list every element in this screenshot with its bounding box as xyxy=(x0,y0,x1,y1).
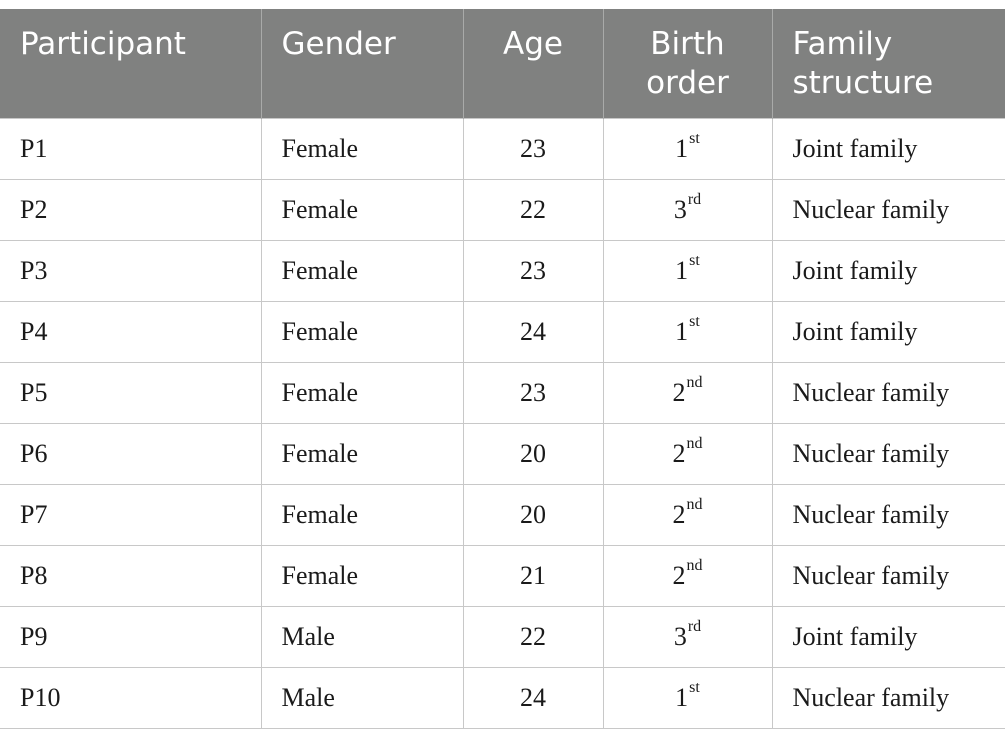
cell-birth-order: 2nd xyxy=(602,361,772,423)
cell-participant: P4 xyxy=(0,300,261,362)
cell-birth-order: 1st xyxy=(602,239,772,301)
header-family-structure-line2: structure xyxy=(792,65,934,101)
header-gender: Gender xyxy=(260,9,463,118)
table-row: P4 Female 24 1st Joint family xyxy=(0,300,1005,362)
participant-table-container: Participant Gender Age Birth order Famil… xyxy=(0,9,1005,729)
birth-order-suffix: st xyxy=(689,251,700,269)
cell-birth-order: 1st xyxy=(602,117,772,179)
table-row: P7 Female 20 2nd Nuclear family xyxy=(0,483,1005,545)
header-age: Age xyxy=(462,9,603,118)
cell-family-structure: Nuclear family xyxy=(771,666,1005,729)
cell-birth-order: 2nd xyxy=(602,422,772,484)
cell-age: 22 xyxy=(462,178,603,240)
cell-participant: P1 xyxy=(0,117,261,179)
cell-birth-order: 2nd xyxy=(602,483,772,545)
cell-birth-order: 3rd xyxy=(602,605,772,667)
table-row: P5 Female 23 2nd Nuclear family xyxy=(0,361,1005,423)
cell-family-structure: Nuclear family xyxy=(771,361,1005,423)
cell-birth-order: 1st xyxy=(602,666,772,729)
cell-participant: P6 xyxy=(0,422,261,484)
cell-age: 24 xyxy=(462,300,603,362)
cell-gender: Female xyxy=(260,239,463,301)
cell-age: 23 xyxy=(462,361,603,423)
cell-participant: P5 xyxy=(0,361,261,423)
birth-order-suffix: rd xyxy=(687,190,702,208)
cell-family-structure: Joint family xyxy=(771,117,1005,179)
header-participant: Participant xyxy=(0,9,261,118)
birth-order-suffix: nd xyxy=(686,373,703,391)
header-age-label: Age xyxy=(503,26,563,62)
cell-gender: Female xyxy=(260,483,463,545)
table-row: P6 Female 20 2nd Nuclear family xyxy=(0,422,1005,484)
header-participant-label: Participant xyxy=(20,26,186,62)
cell-age: 20 xyxy=(462,483,603,545)
cell-gender: Female xyxy=(260,544,463,606)
birth-order-number: 1 xyxy=(675,316,689,346)
cell-participant: P10 xyxy=(0,666,261,729)
cell-family-structure: Nuclear family xyxy=(771,178,1005,240)
cell-age: 20 xyxy=(462,422,603,484)
cell-participant: P2 xyxy=(0,178,261,240)
cell-gender: Female xyxy=(260,117,463,179)
cell-gender: Male xyxy=(260,666,463,729)
table-row: P3 Female 23 1st Joint family xyxy=(0,239,1005,301)
cell-family-structure: Nuclear family xyxy=(771,483,1005,545)
birth-order-number: 2 xyxy=(672,560,686,590)
cell-birth-order: 2nd xyxy=(602,544,772,606)
birth-order-suffix: nd xyxy=(686,556,703,574)
table-row: P10 Male 24 1st Nuclear family xyxy=(0,666,1005,729)
cell-age: 23 xyxy=(462,117,603,179)
birth-order-number: 2 xyxy=(672,377,686,407)
cell-family-structure: Nuclear family xyxy=(771,544,1005,606)
cell-birth-order: 3rd xyxy=(602,178,772,240)
birth-order-number: 2 xyxy=(672,438,686,468)
cell-participant: P9 xyxy=(0,605,261,667)
cell-family-structure: Nuclear family xyxy=(771,422,1005,484)
header-gender-label: Gender xyxy=(281,26,396,62)
participant-table: Participant Gender Age Birth order Famil… xyxy=(0,9,1005,729)
cell-birth-order: 1st xyxy=(602,300,772,362)
table-row: P2 Female 22 3rd Nuclear family xyxy=(0,178,1005,240)
birth-order-number: 1 xyxy=(675,682,689,712)
cell-gender: Female xyxy=(260,422,463,484)
birth-order-number: 3 xyxy=(673,621,687,651)
header-birth-order: Birth order xyxy=(602,9,772,118)
birth-order-suffix: rd xyxy=(687,617,702,635)
table-row: P1 Female 23 1st Joint family xyxy=(0,117,1005,179)
table-body: P1 Female 23 1st Joint family P2 Female … xyxy=(0,117,1005,729)
birth-order-number: 1 xyxy=(675,133,689,163)
cell-gender: Female xyxy=(260,361,463,423)
birth-order-number: 3 xyxy=(673,194,687,224)
birth-order-suffix: st xyxy=(689,678,700,696)
cell-participant: P3 xyxy=(0,239,261,301)
header-family-structure: Family structure xyxy=(771,9,1005,118)
birth-order-number: 2 xyxy=(672,499,686,529)
header-row: Participant Gender Age Birth order Famil… xyxy=(0,9,1005,118)
table-header: Participant Gender Age Birth order Famil… xyxy=(0,9,1005,118)
cell-gender: Female xyxy=(260,300,463,362)
birth-order-suffix: nd xyxy=(686,434,703,452)
cell-participant: P8 xyxy=(0,544,261,606)
cell-age: 21 xyxy=(462,544,603,606)
cell-participant: P7 xyxy=(0,483,261,545)
birth-order-number: 1 xyxy=(675,255,689,285)
cell-family-structure: Joint family xyxy=(771,300,1005,362)
cell-gender: Female xyxy=(260,178,463,240)
table-row: P9 Male 22 3rd Joint family xyxy=(0,605,1005,667)
cell-family-structure: Joint family xyxy=(771,239,1005,301)
cell-age: 23 xyxy=(462,239,603,301)
header-family-structure-line1: Family xyxy=(792,26,893,62)
birth-order-suffix: nd xyxy=(686,495,703,513)
header-birth-order-line2: order xyxy=(646,65,729,101)
cell-gender: Male xyxy=(260,605,463,667)
birth-order-suffix: st xyxy=(689,129,700,147)
table-row: P8 Female 21 2nd Nuclear family xyxy=(0,544,1005,606)
cell-age: 24 xyxy=(462,666,603,729)
birth-order-suffix: st xyxy=(689,312,700,330)
header-birth-order-line1: Birth xyxy=(650,26,725,62)
cell-age: 22 xyxy=(462,605,603,667)
cell-family-structure: Joint family xyxy=(771,605,1005,667)
